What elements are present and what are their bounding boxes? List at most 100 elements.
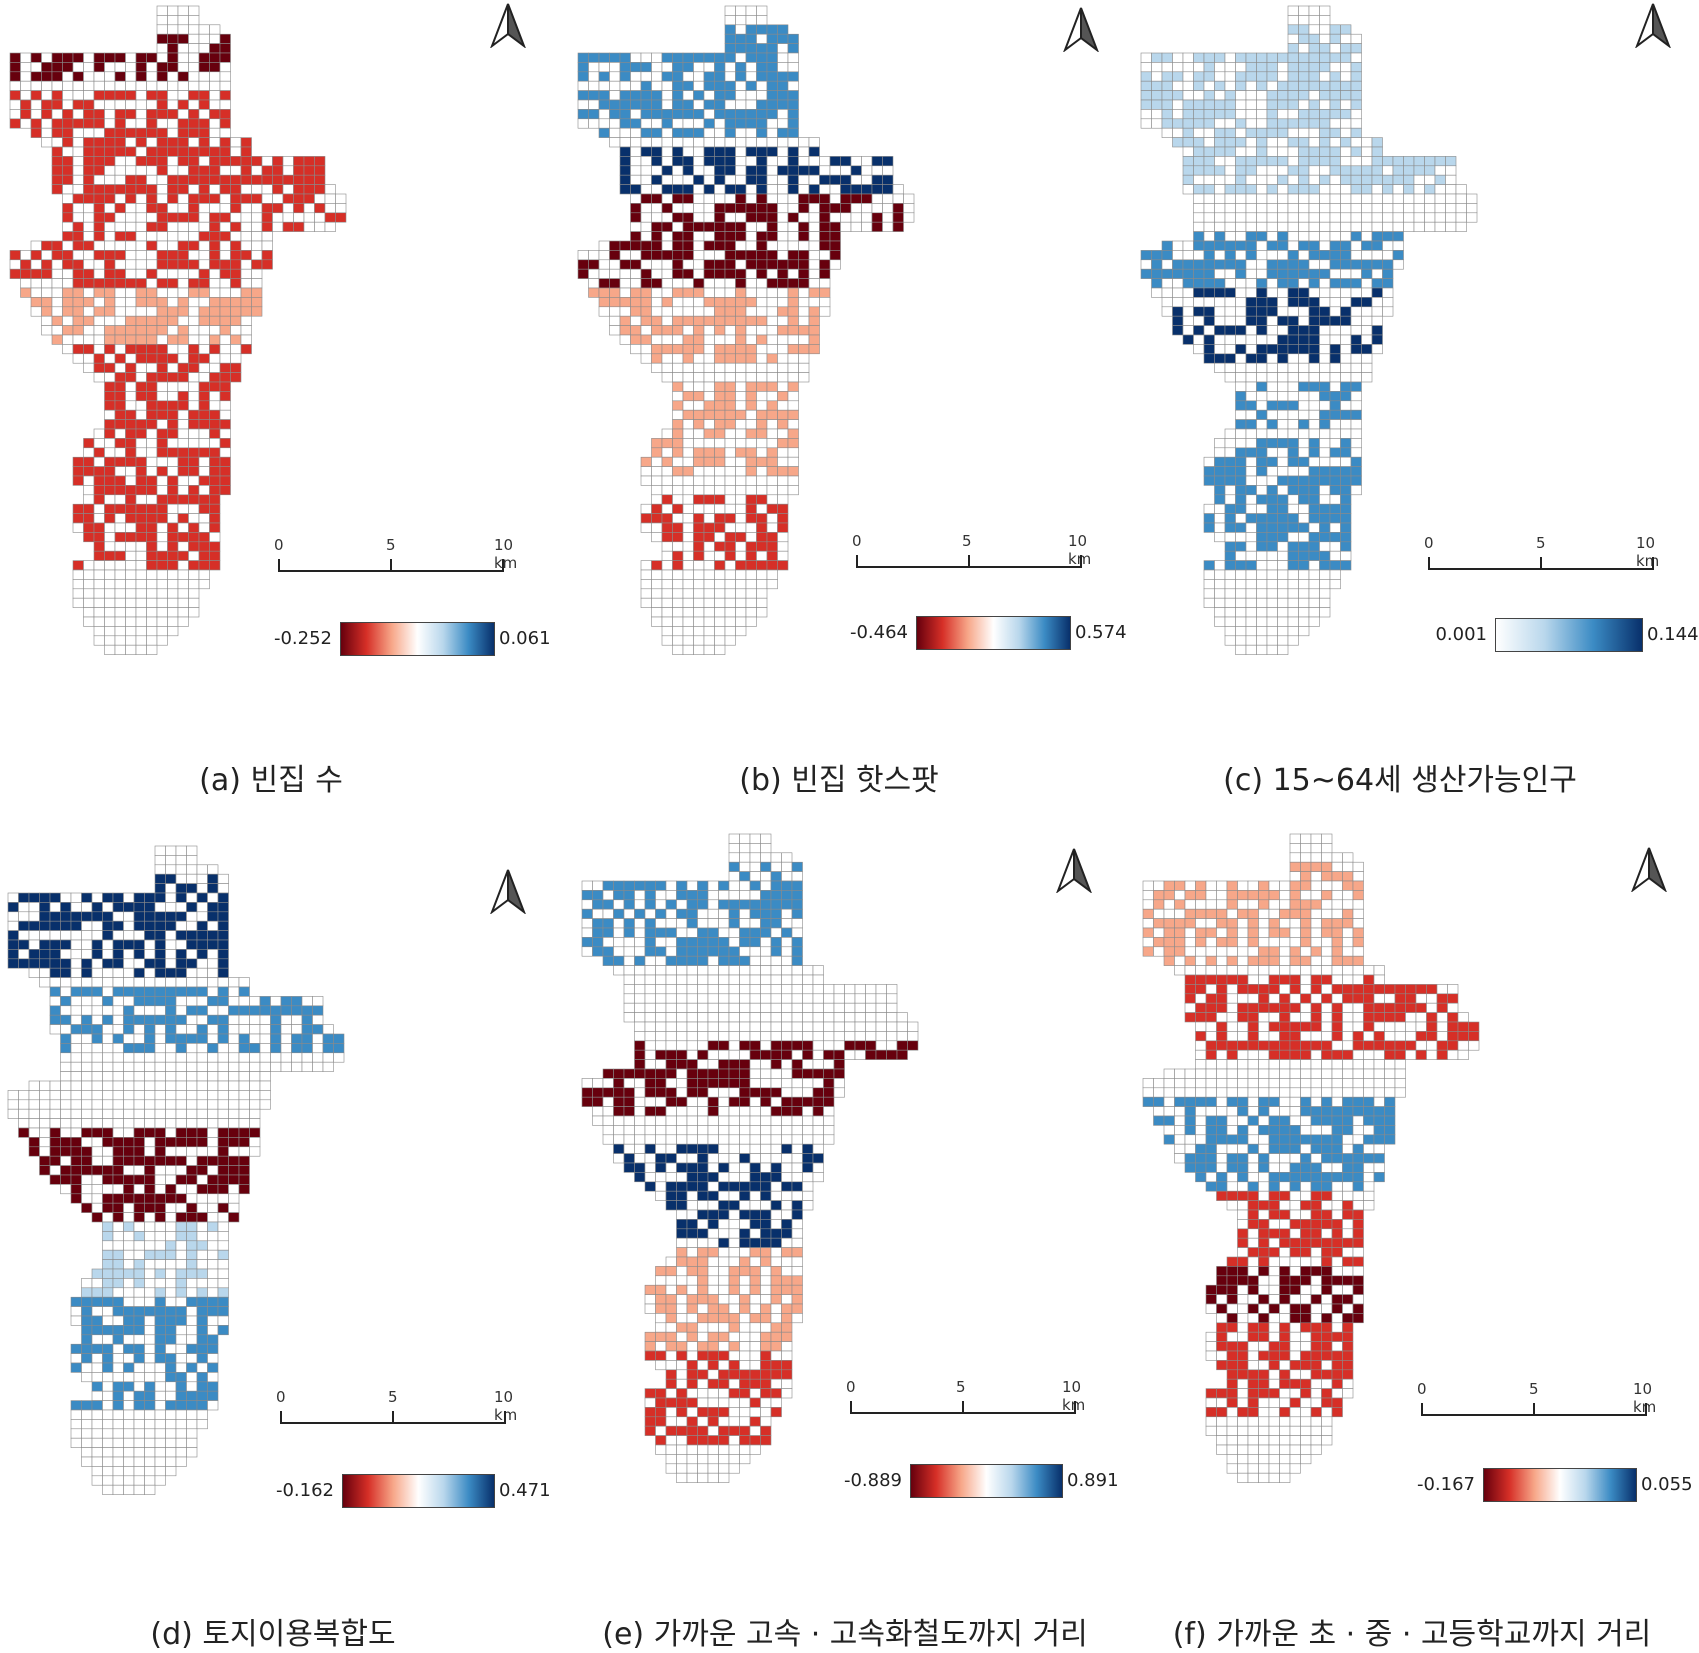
grid-cell <box>144 920 156 931</box>
grid-cell <box>196 1024 208 1035</box>
grid-cell <box>1287 325 1299 336</box>
grid-cell <box>186 1221 198 1232</box>
grid-cell <box>70 1184 82 1195</box>
grid-cell <box>83 212 95 223</box>
grid-cell <box>156 372 168 383</box>
grid-cell <box>219 297 231 308</box>
grid-cell <box>144 1268 156 1279</box>
grid-cell <box>1214 127 1226 138</box>
grid-cell <box>70 1155 82 1166</box>
grid-cell <box>1308 43 1320 54</box>
grid-cell <box>261 231 273 242</box>
grid-cell <box>154 845 166 856</box>
grid-cell <box>1298 503 1310 514</box>
grid-cell <box>217 1146 229 1157</box>
grid-cell <box>62 193 74 204</box>
grid-cell <box>102 1437 114 1448</box>
grid-cell <box>249 1137 261 1148</box>
grid-cell <box>1361 315 1373 326</box>
grid-cell <box>1298 344 1310 355</box>
grid-cell <box>718 974 730 985</box>
grid-cell <box>135 203 147 214</box>
grid-cell <box>693 569 705 580</box>
grid-cell <box>240 287 252 298</box>
grid-cell <box>154 864 166 875</box>
grid-cell <box>81 1033 93 1044</box>
grid-cell <box>81 1437 93 1448</box>
grid-cell <box>602 890 614 901</box>
grid-cell <box>51 297 63 308</box>
grid-cell <box>651 52 663 63</box>
grid-cell <box>1277 372 1289 383</box>
grid-cell <box>104 485 116 496</box>
grid-cell <box>165 1146 177 1157</box>
grid-cell <box>93 372 105 383</box>
grid-cell <box>112 1259 124 1270</box>
grid-cell <box>293 212 305 223</box>
grid-cell <box>165 1193 177 1204</box>
grid-cell <box>146 62 158 73</box>
grid-cell <box>186 1090 198 1101</box>
grid-cell <box>682 513 694 524</box>
grid-cell <box>114 372 126 383</box>
grid-cell <box>812 974 824 985</box>
grid-cell <box>718 955 730 966</box>
grid-cell <box>30 240 42 251</box>
grid-cell <box>693 165 705 176</box>
grid-cell <box>749 861 761 872</box>
grid-cell <box>770 937 782 948</box>
grid-cell <box>188 419 200 430</box>
grid-cell <box>123 1343 135 1354</box>
grid-cell <box>787 297 799 308</box>
grid-cell <box>62 297 74 308</box>
grid-cell <box>1308 109 1320 120</box>
grid-cell <box>1308 372 1320 383</box>
grid-cell <box>156 456 168 467</box>
grid-cell <box>167 203 179 214</box>
grid-cell <box>112 1409 124 1420</box>
grid-cell <box>156 203 168 214</box>
grid-cell <box>703 635 715 646</box>
grid-cell <box>808 193 820 204</box>
grid-cell <box>104 362 116 373</box>
grid-cell <box>1256 503 1268 514</box>
grid-cell <box>745 90 757 101</box>
grid-cell <box>1277 146 1289 157</box>
grid-cell <box>693 560 705 571</box>
grid-cell <box>133 1362 145 1373</box>
grid-cell <box>1245 626 1257 637</box>
grid-cell <box>41 278 53 289</box>
grid-cell <box>770 880 782 891</box>
grid-cell <box>1256 221 1268 232</box>
grid-cell <box>777 353 789 364</box>
grid-cell <box>630 118 642 129</box>
grid-cell <box>146 560 158 571</box>
grid-cell <box>39 1146 51 1157</box>
grid-cell <box>623 946 635 957</box>
grid-cell <box>1329 90 1341 101</box>
grid-cell <box>588 109 600 120</box>
grid-cell <box>1350 240 1362 251</box>
grid-cell <box>175 1080 187 1091</box>
grid-cell <box>230 278 242 289</box>
grid-cell <box>219 90 231 101</box>
legend-min: -0.252 <box>273 628 332 649</box>
grid-cell <box>724 315 736 326</box>
grid-cell <box>123 1193 135 1204</box>
grid-cell <box>1256 99 1268 110</box>
grid-cell <box>1319 278 1331 289</box>
grid-cell <box>144 1137 156 1148</box>
grid-cell <box>1319 43 1331 54</box>
grid-cell <box>207 1127 219 1138</box>
grid-cell <box>756 315 768 326</box>
grid-cell <box>196 1372 208 1383</box>
grid-cell <box>777 344 789 355</box>
grid-cell <box>91 920 103 931</box>
grid-cell <box>1277 315 1289 326</box>
grid-cell <box>83 80 95 91</box>
grid-cell <box>156 165 168 176</box>
grid-cell <box>188 43 200 54</box>
grid-cell <box>1151 109 1163 120</box>
grid-cell <box>724 579 736 590</box>
grid-cell <box>51 165 63 176</box>
